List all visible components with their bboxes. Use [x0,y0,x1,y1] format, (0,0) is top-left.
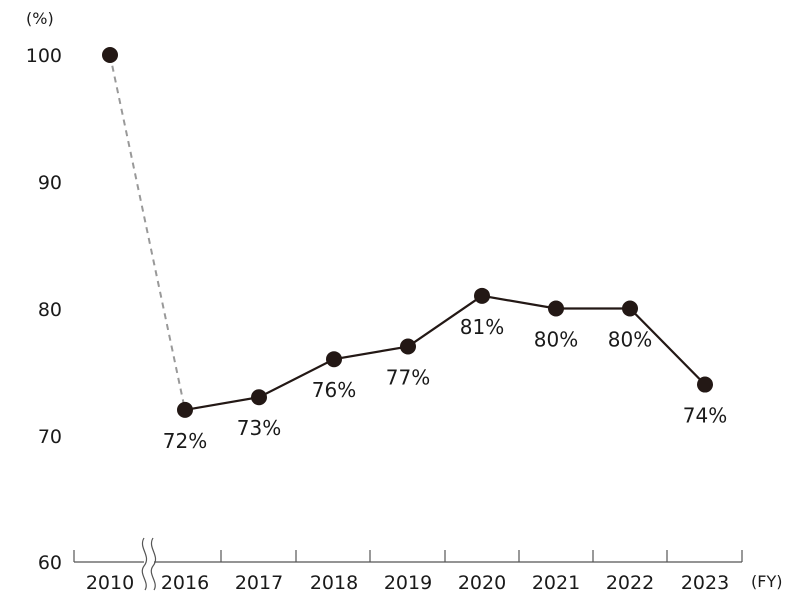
x-tick-label: 2021 [532,572,580,594]
x-tick-label: 2017 [235,572,283,594]
data-point-2020 [474,287,490,304]
data-point-2023 [697,376,713,393]
data-label-2022: 80% [608,328,652,352]
y-axis-unit: (%) [26,9,54,28]
data-label-2023: 74% [683,404,727,428]
data-label-2019: 77% [386,366,430,390]
data-label-2017: 73% [237,416,281,440]
data-label-2021: 80% [534,328,578,352]
y-tick-label: 60 [38,552,62,574]
data-point-2019 [400,338,416,355]
data-label-2020: 81% [460,315,504,339]
y-tick-label: 80 [38,299,62,321]
series-line [184,294,706,411]
data-label-2018: 76% [312,378,356,402]
x-tick-label: 2020 [458,572,506,594]
y-tick-label: 100 [26,45,62,67]
data-point-2010 [102,47,118,63]
x-tick-label: 2023 [681,572,729,594]
data-point-2016 [177,401,193,418]
data-point-2022 [622,300,638,317]
y-tick-label: 90 [38,172,62,194]
y-tick-label: 70 [38,426,62,448]
x-tick-label: 2019 [384,572,432,594]
data-label-2016: 72% [163,429,207,453]
axis-break-mark [141,537,148,591]
dashed-connector [109,54,186,411]
x-tick-label: 2010 [86,572,134,594]
data-point-2018 [326,351,342,368]
x-tick-label: 2016 [161,572,209,594]
data-point-2021 [548,300,564,317]
data-point-2017 [251,389,267,406]
x-tick-label: 2022 [606,572,654,594]
axis-break-mark [150,537,157,591]
x-axis-unit: (FY) [751,572,782,591]
x-tick-label: 2018 [310,572,358,594]
